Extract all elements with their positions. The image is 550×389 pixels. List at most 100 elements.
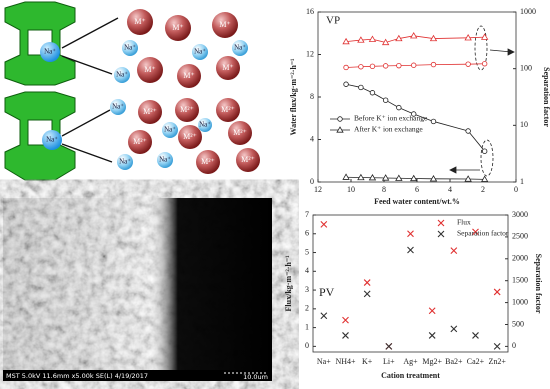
marker — [358, 84, 364, 91]
ion — [114, 67, 130, 83]
x-tick-label: 12 — [314, 185, 322, 194]
ion-label: M²⁺ — [143, 107, 157, 116]
marker — [472, 228, 479, 236]
x-tick-label: Li+ — [383, 357, 395, 366]
schematic: Na⁺ Na⁺ M⁺M⁺ M⁺M⁺M⁺M⁺Na⁺Na⁺Na⁺ Na⁺M²⁺ M²⁺ M²… — [0, 0, 272, 185]
y-tick-label: 8 — [310, 92, 314, 101]
ion — [178, 125, 202, 149]
y2-axis-label: Separation factor — [542, 67, 550, 127]
y2-tick-label: 2500 — [512, 232, 528, 241]
marker — [493, 343, 501, 350]
ion-label: M²⁺ — [180, 105, 194, 114]
marker — [343, 64, 349, 71]
x-tick-label: 6 — [415, 185, 419, 194]
ion-label: M⁺ — [222, 63, 233, 72]
ion-label: Na⁺ — [124, 44, 136, 52]
marker — [429, 175, 438, 182]
marker — [410, 174, 418, 182]
marker — [481, 148, 488, 154]
x-tick-label: Ca2+ — [467, 357, 485, 366]
x-tick-label: Na+ — [317, 357, 331, 366]
marker — [430, 118, 437, 125]
ion-label: M⁺ — [219, 20, 230, 29]
ion — [127, 9, 153, 35]
ion — [110, 99, 126, 115]
marker — [363, 290, 371, 298]
x-tick-label: NH4+ — [335, 357, 356, 366]
marker — [342, 332, 349, 339]
marker — [428, 332, 436, 339]
x-tick-label: 2 — [481, 185, 485, 194]
marker — [464, 175, 472, 182]
chart-title: PV — [319, 285, 335, 299]
legend-label: Flux — [457, 218, 471, 227]
legend-marker — [437, 230, 445, 238]
marker — [472, 332, 479, 339]
marker — [465, 128, 471, 134]
marker — [342, 37, 350, 45]
marker — [342, 173, 350, 180]
ion — [177, 64, 201, 88]
marker — [368, 35, 377, 42]
x-tick-label: Ag+ — [403, 357, 418, 366]
arrows — [61, 17, 119, 163]
ion — [175, 98, 199, 122]
sem-image: MST 5.0kV 11.6mm x5.00k SE(L) 4/19/2017 … — [3, 198, 272, 381]
ion — [122, 40, 138, 56]
x-axis-label: Feed water content/wt.% — [374, 197, 460, 206]
marker — [407, 230, 414, 238]
x-tick-label: 8 — [382, 185, 386, 194]
ion — [162, 122, 178, 138]
marker — [357, 36, 365, 43]
marker — [450, 247, 458, 255]
marker — [369, 63, 376, 70]
y2-tick-label: 1000 — [512, 297, 528, 306]
y-tick-label: 16 — [306, 7, 314, 16]
chart-title: VP — [326, 15, 340, 27]
marker — [411, 111, 417, 117]
ion-label: M²⁺ — [201, 157, 215, 166]
ion — [216, 98, 240, 122]
y-tick-label: 6 — [305, 229, 309, 238]
marker — [396, 62, 402, 69]
ion-label: Na⁺ — [112, 103, 124, 111]
marker — [480, 33, 489, 40]
x-tick-label: Ba2+ — [445, 357, 463, 366]
legend-marker — [337, 116, 343, 122]
ion-label: Na⁺ — [194, 48, 206, 56]
marker — [465, 61, 471, 67]
marker — [381, 38, 390, 46]
y-tick-label: 12 — [306, 49, 314, 58]
ion-label: Na⁺ — [46, 136, 58, 144]
y2-tick-label: 1 — [520, 177, 524, 186]
marker — [429, 34, 438, 42]
marker — [395, 34, 403, 42]
sem-info-bar — [3, 370, 272, 381]
ion — [137, 57, 163, 83]
ion-label: M²⁺ — [183, 132, 197, 141]
marker — [428, 307, 436, 315]
y2-tick-label: 1000 — [520, 7, 536, 16]
marker — [410, 32, 418, 39]
framework-bottom — [4, 91, 76, 181]
ion-label: M⁺ — [144, 65, 155, 74]
legend-label: Before K⁺ ion exchange — [354, 114, 428, 123]
na-site — [42, 130, 62, 150]
marker — [407, 246, 414, 254]
x-tick-label: Zn2+ — [488, 357, 506, 366]
y-tick-label: 7 — [305, 210, 309, 219]
x-tick-label: 0 — [514, 185, 518, 194]
marker — [385, 343, 393, 350]
y2-tick-label: 1500 — [512, 276, 528, 285]
legend-label: After K⁺ ion exchange — [354, 125, 423, 134]
legend-marker — [437, 219, 445, 227]
marker — [363, 279, 371, 286]
ion — [138, 100, 162, 124]
marker — [382, 97, 389, 103]
marker — [464, 34, 472, 41]
x-tick-label: 10 — [347, 185, 355, 194]
ion — [117, 154, 133, 170]
marker — [396, 104, 402, 111]
ion-label: M⁺ — [134, 17, 145, 26]
